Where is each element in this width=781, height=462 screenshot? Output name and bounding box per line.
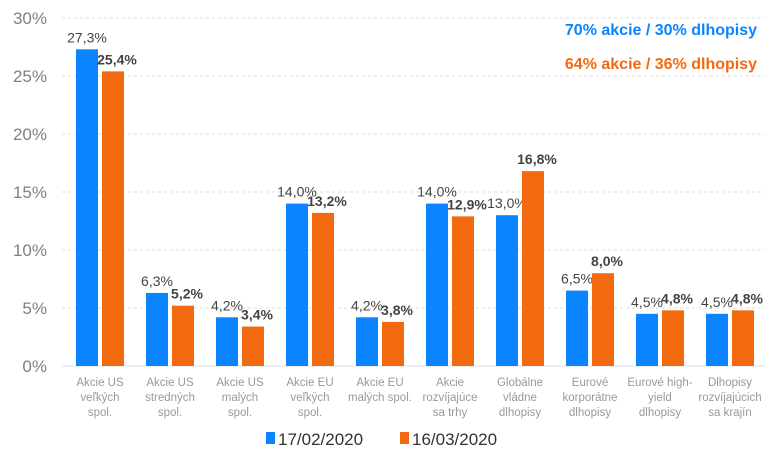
bar-16-03 bbox=[662, 310, 684, 366]
data-label: 27,3% bbox=[67, 29, 107, 45]
x-tick-label: sa trhy bbox=[433, 407, 468, 419]
y-tick-label: 15% bbox=[13, 183, 47, 202]
x-tick-label: Akcie EU bbox=[356, 377, 403, 389]
data-label: 4,2% bbox=[211, 297, 243, 313]
legend-label: 16/03/2020 bbox=[412, 430, 497, 449]
x-tick-label: malých spol. bbox=[348, 392, 412, 404]
bar-17-02 bbox=[286, 203, 308, 366]
data-label: 5,2% bbox=[171, 286, 203, 302]
data-label: 4,2% bbox=[351, 297, 383, 313]
x-tick-label: dlhopisy bbox=[639, 407, 681, 419]
x-tick-label: Eurové high- bbox=[627, 377, 692, 389]
bar-17-02 bbox=[566, 290, 588, 366]
x-tick-label: spol. bbox=[298, 407, 322, 419]
y-tick-label: 25% bbox=[13, 67, 47, 86]
bar-16-03 bbox=[172, 305, 194, 366]
data-label: 13,2% bbox=[307, 193, 347, 209]
y-tick-label: 20% bbox=[13, 125, 47, 144]
x-tick-label: dlhopisy bbox=[569, 407, 611, 419]
x-tick-label: yield bbox=[648, 392, 672, 404]
bar-17-02 bbox=[496, 215, 518, 366]
data-label: 12,9% bbox=[447, 196, 487, 212]
data-label: 14,0% bbox=[417, 184, 457, 200]
legend-swatch bbox=[266, 432, 275, 444]
x-tick-label: Akcie US bbox=[146, 377, 194, 389]
x-tick-label: stredných bbox=[145, 392, 195, 404]
x-tick-label: spol. bbox=[158, 407, 182, 419]
data-label: 13,0% bbox=[487, 195, 527, 211]
x-tick-label: rozvíjajúcich bbox=[698, 392, 761, 404]
x-tick-label: Akcie US bbox=[76, 377, 124, 389]
x-tick-label: spol. bbox=[88, 407, 112, 419]
bar-17-02 bbox=[636, 313, 658, 366]
bar-16-03 bbox=[522, 171, 544, 366]
bar-17-02 bbox=[146, 292, 168, 366]
bar-16-03 bbox=[592, 273, 614, 366]
bar-17-02 bbox=[356, 317, 378, 366]
x-tick-label: Dlhopisy bbox=[708, 377, 752, 389]
data-label: 14,0% bbox=[277, 184, 317, 200]
y-tick-label: 5% bbox=[22, 299, 47, 318]
data-label: 4,5% bbox=[701, 294, 733, 310]
legend-swatch bbox=[400, 432, 409, 444]
x-tick-label: dlhopisy bbox=[499, 407, 541, 419]
bar-16-03 bbox=[312, 212, 334, 366]
data-label: 3,8% bbox=[381, 302, 413, 318]
data-label: 6,5% bbox=[561, 271, 593, 287]
bar-16-03 bbox=[382, 321, 404, 366]
data-label: 8,0% bbox=[591, 253, 623, 269]
bar-17-02 bbox=[76, 49, 98, 366]
bar-16-03 bbox=[102, 71, 124, 367]
bar-16-03 bbox=[732, 310, 754, 366]
data-label: 4,8% bbox=[731, 290, 763, 306]
y-tick-label: 0% bbox=[22, 357, 47, 376]
data-label: 4,5% bbox=[631, 294, 663, 310]
legend-label: 17/02/2020 bbox=[278, 430, 363, 449]
x-tick-label: sa krajín bbox=[708, 407, 751, 419]
x-tick-label: Eurové bbox=[572, 377, 608, 389]
data-label: 3,4% bbox=[241, 307, 273, 323]
data-label: 6,3% bbox=[141, 273, 173, 289]
data-label: 25,4% bbox=[97, 51, 137, 67]
x-tick-label: veľkých bbox=[80, 392, 119, 404]
x-tick-label: vládne bbox=[503, 392, 537, 404]
x-tick-label: korporátne bbox=[563, 392, 618, 404]
data-label: 4,8% bbox=[661, 290, 693, 306]
x-tick-label: malých bbox=[222, 392, 258, 404]
y-tick-label: 10% bbox=[13, 241, 47, 260]
x-tick-label: rozvíjajúce bbox=[423, 392, 478, 404]
annotation: 70% akcie / 30% dlhopisy bbox=[565, 22, 757, 39]
x-tick-label: Akcie EU bbox=[286, 377, 333, 389]
bar-17-02 bbox=[216, 317, 238, 366]
annotation: 64% akcie / 36% dlhopisy bbox=[565, 56, 757, 73]
bar-16-03 bbox=[452, 216, 474, 366]
x-tick-label: veľkých bbox=[290, 392, 329, 404]
x-tick-label: Akcie bbox=[436, 377, 464, 389]
x-tick-label: Globálne bbox=[497, 377, 543, 389]
data-label: 16,8% bbox=[517, 151, 557, 167]
bar-17-02 bbox=[426, 203, 448, 366]
y-tick-label: 30% bbox=[13, 9, 47, 28]
bar-16-03 bbox=[242, 326, 264, 366]
bar-17-02 bbox=[706, 313, 728, 366]
x-tick-label: Akcie US bbox=[216, 377, 264, 389]
x-tick-label: spol. bbox=[228, 407, 252, 419]
